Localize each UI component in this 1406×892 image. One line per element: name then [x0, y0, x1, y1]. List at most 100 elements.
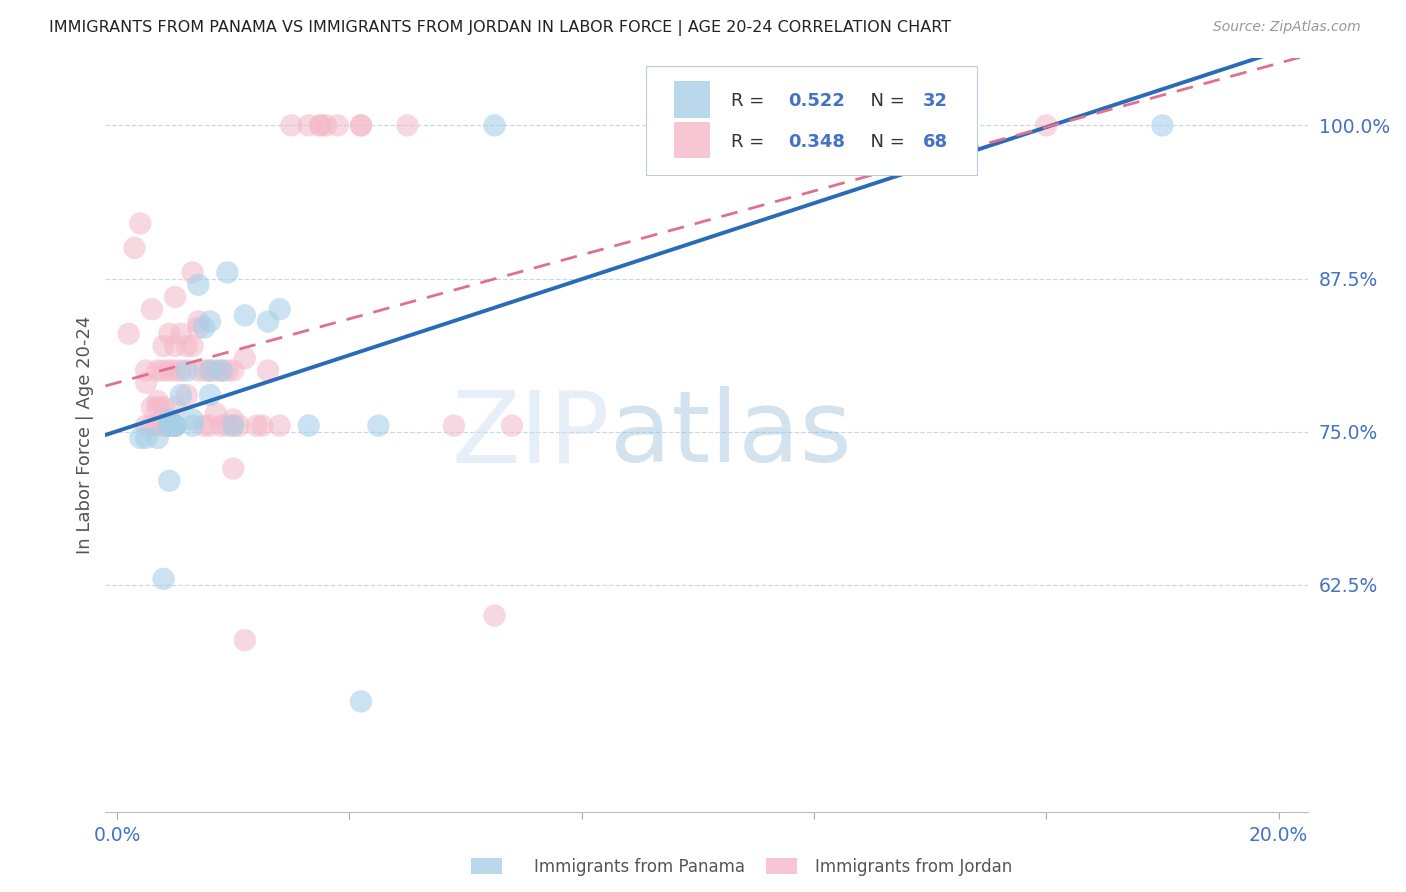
Point	[135, 363, 157, 377]
Point	[204, 406, 226, 420]
Point	[187, 320, 209, 334]
Point	[176, 388, 198, 402]
Point	[228, 418, 250, 433]
Point	[217, 418, 239, 433]
Point	[350, 694, 373, 708]
Point	[165, 290, 187, 304]
Point	[141, 302, 163, 317]
Point	[124, 241, 146, 255]
Point	[146, 394, 169, 409]
Point	[222, 412, 245, 426]
Point	[165, 363, 187, 377]
Point	[181, 418, 204, 433]
Point	[176, 363, 198, 377]
Point	[396, 119, 419, 133]
Point	[187, 314, 209, 328]
Point	[211, 363, 233, 377]
Point	[326, 119, 349, 133]
Point	[198, 363, 221, 377]
Point	[298, 119, 321, 133]
Point	[257, 363, 280, 377]
Point	[152, 418, 174, 433]
Point	[198, 418, 221, 433]
Point	[157, 326, 180, 341]
Point	[211, 418, 233, 433]
Point	[280, 119, 302, 133]
Point	[501, 418, 523, 433]
Text: N =: N =	[859, 133, 911, 151]
Point	[269, 418, 291, 433]
Point	[309, 119, 332, 133]
Point	[181, 265, 204, 279]
Point	[157, 363, 180, 377]
Point	[152, 401, 174, 415]
Point	[135, 418, 157, 433]
Point	[217, 265, 239, 279]
Text: atlas: atlas	[610, 386, 852, 483]
Point	[269, 302, 291, 317]
Point	[187, 363, 209, 377]
Point	[204, 363, 226, 377]
Point	[217, 363, 239, 377]
Point	[152, 339, 174, 353]
Point	[170, 326, 193, 341]
Point	[350, 119, 373, 133]
Point	[484, 119, 506, 133]
Point	[257, 314, 280, 328]
Point	[193, 418, 215, 433]
FancyBboxPatch shape	[673, 81, 710, 118]
Text: R =: R =	[731, 92, 769, 110]
FancyBboxPatch shape	[673, 122, 710, 158]
Bar	[766, 858, 797, 874]
Point	[245, 418, 267, 433]
Point	[165, 339, 187, 353]
Point	[222, 418, 245, 433]
Point	[233, 633, 256, 648]
Point	[176, 339, 198, 353]
Point	[135, 376, 157, 390]
Point	[129, 431, 152, 445]
Text: N =: N =	[859, 92, 911, 110]
Point	[222, 461, 245, 475]
Point	[181, 339, 204, 353]
Point	[157, 474, 180, 488]
Point	[193, 320, 215, 334]
Point	[118, 326, 141, 341]
Point	[146, 363, 169, 377]
Point	[211, 363, 233, 377]
Point	[165, 401, 187, 415]
Point	[484, 608, 506, 623]
Point	[146, 401, 169, 415]
Point	[157, 418, 180, 433]
Point	[170, 388, 193, 402]
Point	[298, 418, 321, 433]
Text: Immigrants from Jordan: Immigrants from Jordan	[815, 858, 1012, 876]
Point	[252, 418, 274, 433]
Point	[165, 418, 187, 433]
Text: Source: ZipAtlas.com: Source: ZipAtlas.com	[1213, 20, 1361, 34]
Point	[129, 216, 152, 230]
Text: 68: 68	[922, 133, 948, 151]
Point	[135, 431, 157, 445]
Point	[165, 418, 187, 433]
Text: 0.522: 0.522	[789, 92, 845, 110]
Text: 32: 32	[922, 92, 948, 110]
Point	[198, 314, 221, 328]
Text: 0.348: 0.348	[789, 133, 845, 151]
Point	[165, 418, 187, 433]
Point	[1035, 119, 1057, 133]
Point	[165, 418, 187, 433]
FancyBboxPatch shape	[647, 65, 977, 175]
Point	[152, 572, 174, 586]
Point	[920, 119, 942, 133]
Bar	[471, 858, 502, 874]
Point	[146, 418, 169, 433]
Point	[233, 351, 256, 366]
Point	[367, 418, 389, 433]
Point	[157, 418, 180, 433]
Point	[443, 418, 465, 433]
Point	[1152, 119, 1174, 133]
Text: R =: R =	[731, 133, 769, 151]
Point	[187, 277, 209, 292]
Point	[141, 418, 163, 433]
